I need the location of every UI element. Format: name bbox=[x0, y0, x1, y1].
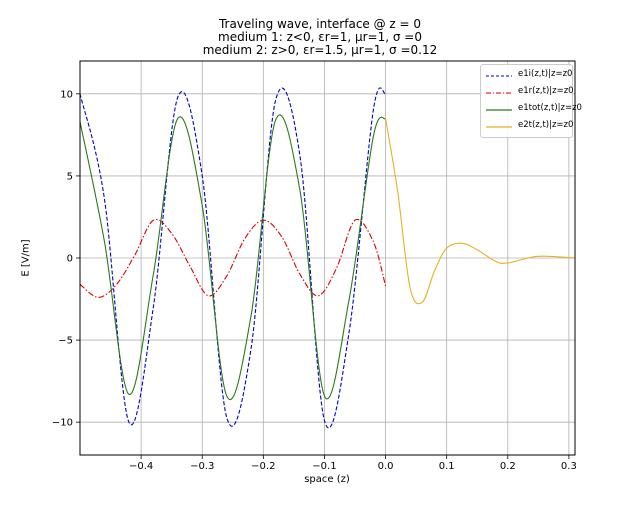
chart-title-line-3: medium 2: z>0, εr=1.5, μr=1, σ =0.12 bbox=[202, 43, 438, 57]
y-tick-label: 10 bbox=[60, 89, 73, 100]
series-line-2 bbox=[79, 218, 387, 298]
y-axis-label: E [V/m] bbox=[20, 239, 32, 277]
y-tick-label: 5 bbox=[67, 171, 73, 182]
series-line-3 bbox=[79, 114, 387, 400]
legend-label-e1r: e1r(z,t)|z=z0 bbox=[518, 86, 574, 96]
chart-title-line-2: medium 1: z<0, εr=1, μr=1, σ =0 bbox=[218, 30, 422, 44]
x-tick-label: 0.0 bbox=[378, 461, 394, 472]
series-layer bbox=[79, 87, 576, 429]
x-tick-label: −0.2 bbox=[251, 461, 275, 472]
legend-label-e2t: e2t(z,t)|z=z0 bbox=[518, 120, 574, 130]
x-tick-label: −0.4 bbox=[129, 461, 153, 472]
x-tick-label: 0.3 bbox=[561, 461, 577, 472]
x-tick-label: 0.1 bbox=[439, 461, 455, 472]
series-line-4 bbox=[385, 118, 576, 305]
y-axis: −10 −5 0 5 10 bbox=[52, 89, 80, 429]
x-tick-label: −0.1 bbox=[312, 461, 336, 472]
x-axis: −0.4 −0.3 −0.2 −0.1 0.0 0.1 0.2 0.3 bbox=[129, 455, 577, 472]
x-tick-label: 0.2 bbox=[500, 461, 516, 472]
series-line-1 bbox=[79, 87, 387, 429]
legend-label-e1i: e1i(z,t)|z=z0 bbox=[518, 69, 573, 79]
y-tick-label: −5 bbox=[58, 336, 73, 347]
y-tick-label: −10 bbox=[52, 418, 73, 429]
chart-title-line-1: Traveling wave, interface @ z = 0 bbox=[218, 17, 422, 31]
legend-label-e1tot: e1tot(z,t)|z=z0 bbox=[518, 103, 582, 113]
y-tick-label: 0 bbox=[67, 254, 73, 265]
x-axis-label: space (z) bbox=[304, 474, 350, 485]
legend: e1i(z,t)|z=z0 e1r(z,t)|z=z0 e1tot(z,t)|z… bbox=[480, 64, 582, 138]
x-tick-label: −0.3 bbox=[190, 461, 214, 472]
